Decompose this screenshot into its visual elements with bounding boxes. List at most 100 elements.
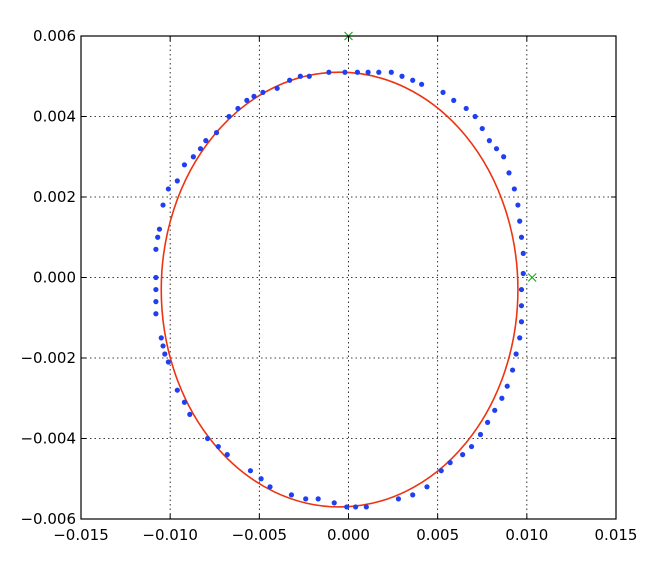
y-tick-label: 0.004 [33,108,76,126]
scatter-point [511,186,517,192]
scatter-point [153,286,159,293]
scatter-point [486,138,492,144]
y-tick-label: −0.006 [20,510,76,528]
scatter-point [479,125,485,132]
scatter-point [493,146,500,152]
scatter-point [197,146,204,152]
scatter-point [165,186,171,192]
scatter-point [518,319,525,325]
scatter-point [331,500,337,506]
scatter-point [518,303,525,309]
scatter-point [354,69,361,75]
scatter-point [156,226,163,232]
scatter-point [165,359,171,365]
y-tick-label: −0.004 [20,430,76,448]
scatter-point [162,351,168,357]
scatter-point [463,105,469,112]
scatter-point [451,97,457,103]
scatter-point [205,435,211,442]
scatter-point [342,69,348,75]
scatter-point [174,387,180,393]
scatter-point [399,73,405,79]
scatter-point [520,250,526,256]
scatter-point [297,73,303,79]
y-tick-label: −0.002 [20,349,76,367]
scatter-point [365,69,371,75]
scatter-point [153,246,159,252]
scatter-point [190,154,196,160]
scatter-point [460,452,466,458]
scatter-point [506,170,512,176]
scatter-point [287,77,293,83]
scatter-point [187,411,193,417]
scatter-point [520,270,526,277]
scatter-point [517,218,523,224]
scatter-point [274,85,280,91]
scatter-point [244,97,250,103]
x-tick-label: −0.010 [142,526,198,544]
scatter-point [388,69,394,75]
tick-marks [80,35,617,520]
scatter-point [288,492,295,498]
scatter-point [160,202,166,208]
scatter-point [363,504,369,510]
scatter-point [153,311,159,317]
fitted-ellipse [160,71,519,508]
x-tick-label: 0.010 [505,526,548,544]
x-tick-label: 0.000 [327,526,370,544]
scatter-point [485,419,491,425]
scatter-point [153,274,159,281]
scatter-point [267,484,273,490]
x-marker [527,273,537,282]
x-tick-label: −0.015 [53,526,109,544]
scatter-point [235,105,241,112]
scatter-point [226,113,232,120]
scatter-point [517,335,523,341]
scatter-point [440,89,446,95]
scatter-point [515,202,521,208]
scatter-point [174,178,180,184]
y-tick-label: 0.002 [33,188,76,206]
scatter-point [303,496,309,502]
x-tick-label: −0.005 [232,526,288,544]
plot-area [153,31,537,510]
scatter-point [447,460,453,466]
scatter-point [158,335,164,341]
scatter-point [518,286,525,293]
scatter-point [153,299,159,305]
scatter-point [410,492,416,498]
scatter-point [472,113,478,120]
scatter-point [501,154,507,160]
y-tick-label: 0.006 [33,27,76,45]
scatter-point [251,93,257,99]
scatter-point [499,395,505,401]
x-tick-label: 0.015 [595,526,638,544]
scatter-point [224,452,230,458]
scatter-point [353,504,359,510]
scatter-point [376,69,382,75]
scatter-point [419,81,425,87]
scatter-point [160,343,166,349]
scatter-point [513,351,519,357]
scatter-point [215,443,221,450]
scatter-point [203,138,209,144]
y-tick-label: 0.000 [33,269,76,287]
scatter-point [424,484,430,490]
scatter-point [306,73,312,79]
x-tick-labels: −0.015 −0.010 −0.005 0.000 0.005 0.010 0.015 [53,526,637,544]
scatter-point [326,69,332,75]
scatter-point [438,468,444,474]
scatter-point [344,504,350,510]
scatter-point [492,407,498,413]
scatter-point [477,431,484,438]
scatter-point [181,162,188,168]
scatter-point [395,496,402,502]
scatter-point [315,496,321,502]
scatter-point [509,367,516,373]
scatter-point [504,383,510,389]
scatter-point [410,77,416,83]
scatter-point [258,476,264,482]
grid-lines [81,36,616,519]
scatter-point [213,130,220,136]
